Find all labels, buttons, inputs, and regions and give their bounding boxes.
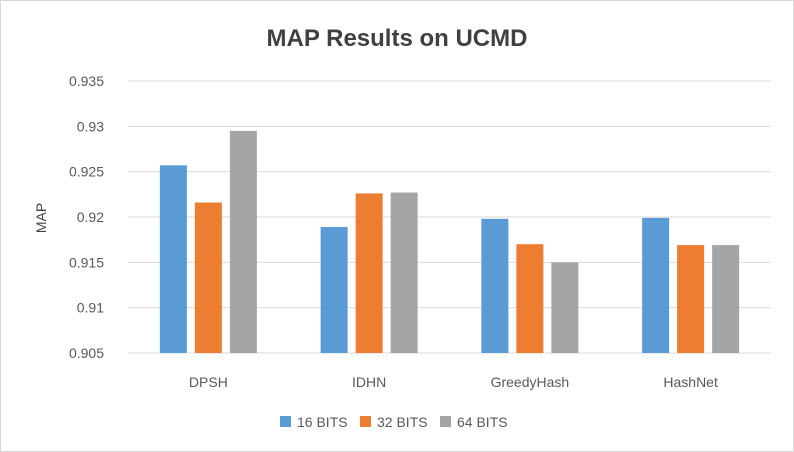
y-axis-label: MAP (33, 203, 49, 233)
x-axis-ticks: DPSH IDHN GreedyHash HashNet (189, 374, 718, 390)
y-tick-label: 0.915 (69, 254, 104, 270)
x-tick-label: GreedyHash (491, 374, 570, 390)
x-tick-label: DPSH (189, 374, 228, 390)
y-tick-label: 0.91 (77, 300, 104, 316)
x-tick-label: IDHN (352, 374, 386, 390)
y-tick-label: 0.925 (69, 164, 104, 180)
chart-title: MAP Results on UCMD (267, 25, 528, 52)
x-tick-label: HashNet (663, 374, 718, 390)
y-tick-label: 0.92 (77, 209, 104, 225)
bar-32-bits-hashnet (677, 245, 705, 353)
bar-32-bits-greedyhash (516, 244, 544, 353)
bar-64-bits-dpsh (229, 130, 257, 353)
bars (159, 130, 740, 353)
bar-32-bits-dpsh (194, 202, 222, 353)
y-tick-label: 0.93 (77, 118, 104, 134)
bar-64-bits-idhn (390, 192, 418, 353)
bar-64-bits-hashnet (712, 245, 740, 353)
y-tick-label: 0.935 (69, 73, 104, 89)
legend: 16 BITS 32 BITS 64 BITS (280, 414, 508, 430)
gridlines (128, 80, 771, 354)
legend-label: 64 BITS (457, 414, 508, 430)
legend-swatch (280, 416, 291, 427)
y-tick-label: 0.905 (69, 345, 104, 361)
bar-16-bits-dpsh (159, 165, 187, 353)
legend-label: 32 BITS (377, 414, 428, 430)
legend-label: 16 BITS (297, 414, 348, 430)
bar-32-bits-idhn (355, 193, 383, 353)
legend-swatch (440, 416, 451, 427)
bar-16-bits-idhn (320, 226, 348, 353)
y-axis-ticks: 0.905 0.91 0.915 0.92 0.925 0.93 0.935 (69, 73, 104, 361)
legend-swatch (360, 416, 371, 427)
bar-16-bits-greedyhash (481, 218, 509, 353)
bar-16-bits-hashnet (642, 217, 670, 353)
bar-64-bits-greedyhash (551, 262, 579, 353)
